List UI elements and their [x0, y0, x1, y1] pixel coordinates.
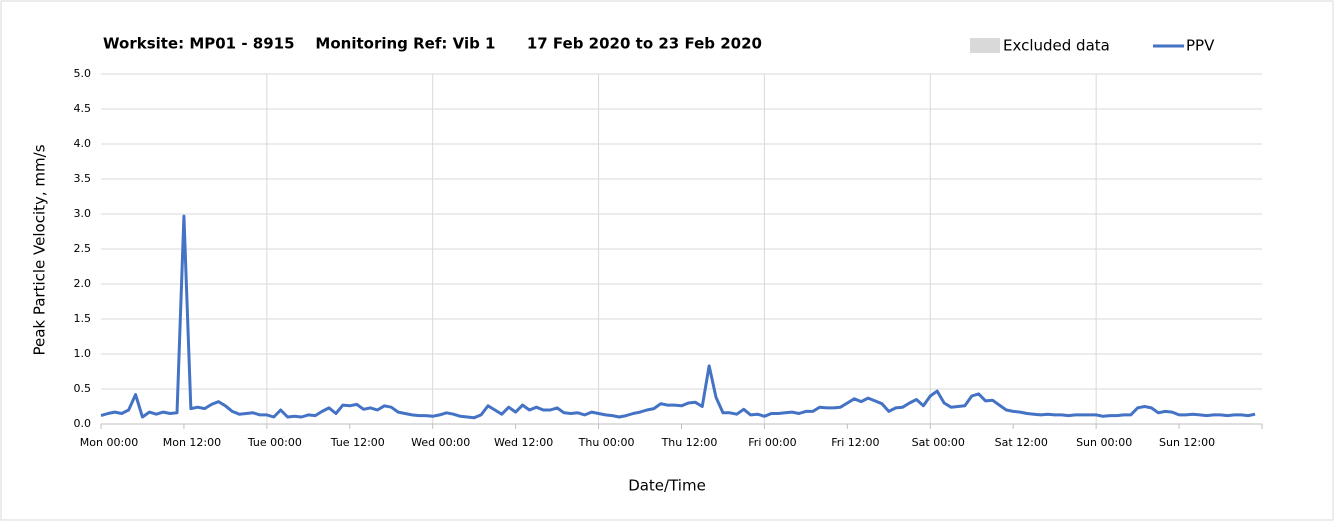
y-tick-label: 2.0 [74, 277, 92, 290]
y-tick-label: 2.5 [74, 242, 92, 255]
legend-label: PPV [1186, 37, 1215, 55]
y-tick-label: 3.5 [74, 172, 92, 185]
x-tick-label: Tue 00:00 [247, 436, 302, 449]
x-tick-label: Sun 12:00 [1159, 436, 1215, 449]
y-tick-label: 1.5 [74, 312, 92, 325]
x-tick-label: Tue 12:00 [330, 436, 385, 449]
y-tick-label: 0.5 [74, 382, 92, 395]
x-tick-label: Thu 00:00 [578, 436, 635, 449]
y-tick-label: 0.0 [74, 417, 92, 430]
legend-swatch-excluded [970, 38, 1000, 53]
y-tick-label: 3.0 [74, 207, 92, 220]
y-tick-label: 5.0 [74, 67, 92, 80]
x-tick-label: Thu 12:00 [661, 436, 718, 449]
x-tick-label: Fri 00:00 [748, 436, 796, 449]
data-line [100, 214, 1256, 420]
x-tick-label: Mon 12:00 [163, 436, 221, 449]
y-tick-label: 4.5 [74, 102, 92, 115]
y-tick-label: 4.0 [74, 137, 92, 150]
legend-label: Excluded data [1003, 37, 1110, 55]
x-tick-label: Sat 12:00 [995, 436, 1048, 449]
chart-title: Worksite: MP01 - 8915 Monitoring Ref: Vi… [103, 35, 762, 53]
x-tick-label: Wed 00:00 [411, 436, 470, 449]
y-axis-title: Peak Particle Velocity, mm/s [31, 144, 49, 355]
x-tick-label: Wed 12:00 [494, 436, 553, 449]
x-tick-label: Sun 00:00 [1076, 436, 1132, 449]
x-tick-label: Fri 12:00 [831, 436, 879, 449]
x-tick-label: Sat 00:00 [912, 436, 965, 449]
y-tick-label: 1.0 [74, 347, 92, 360]
x-axis-title: Date/Time [628, 477, 706, 495]
x-tick-label: Mon 00:00 [80, 436, 138, 449]
